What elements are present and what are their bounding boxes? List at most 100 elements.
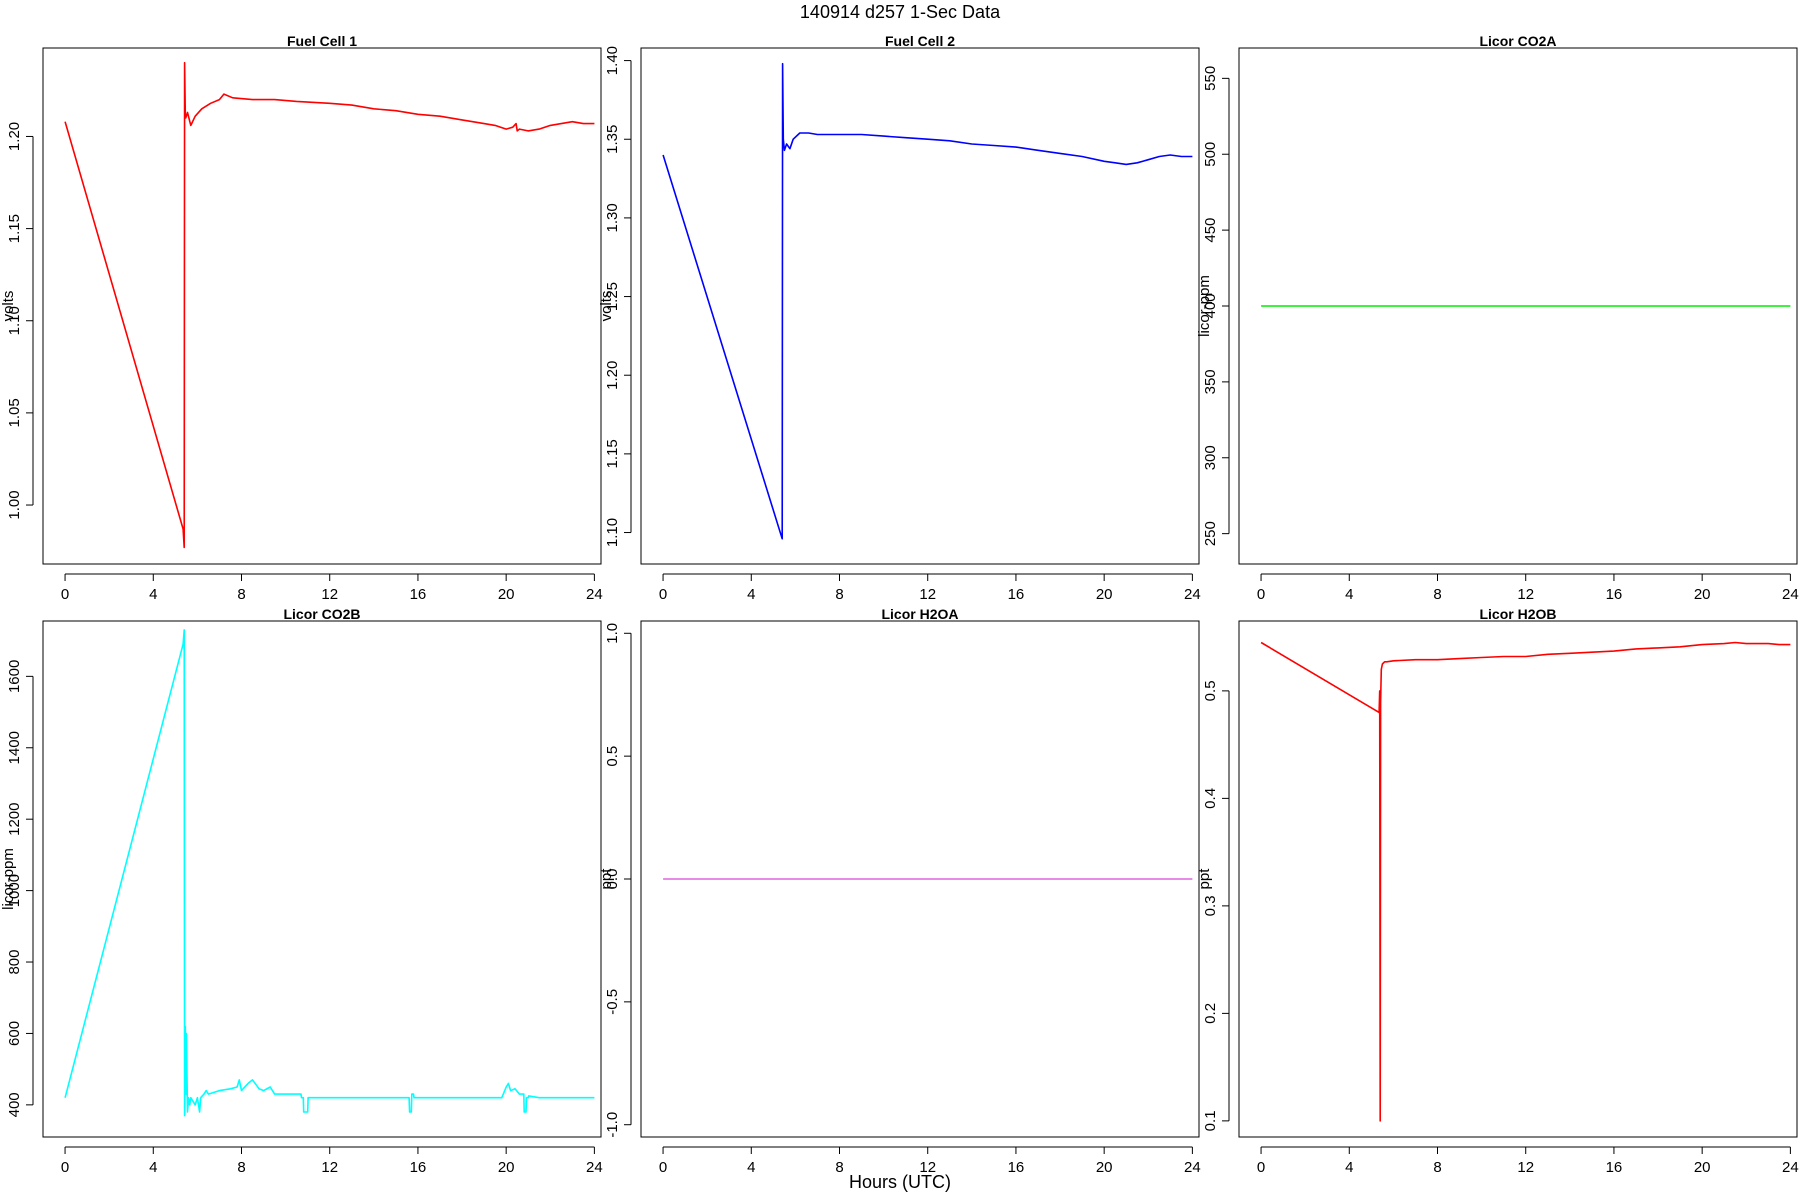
- y-tick-label: 0.5: [1202, 680, 1219, 701]
- y-tick-label: 1.20: [604, 361, 621, 390]
- y-tick-label: 800: [6, 950, 23, 975]
- y-tick-label: 400: [1202, 293, 1219, 318]
- y-axis-label: ppt: [598, 868, 615, 890]
- x-tick-label: 24: [586, 1159, 603, 1176]
- x-tick-label: 12: [1517, 586, 1534, 603]
- x-tick-label: 24: [1184, 1159, 1201, 1176]
- x-tick-label: 20: [1096, 586, 1113, 603]
- y-tick-label: 250: [1202, 521, 1219, 546]
- y-axis-label: volts: [598, 291, 615, 322]
- y-tick-label: 1.25: [604, 282, 621, 311]
- x-tick-label: 8: [237, 586, 245, 603]
- y-tick-label: 0.1: [1202, 1110, 1219, 1131]
- y-tick-label: -1.0: [604, 1112, 621, 1138]
- x-tick-label: 12: [919, 1159, 936, 1176]
- x-tick-label: 16: [1008, 1159, 1025, 1176]
- x-tick-label: 20: [498, 1159, 515, 1176]
- y-tick-label: 1600: [6, 660, 23, 693]
- x-tick-label: 0: [61, 1159, 69, 1176]
- y-tick-label: 1.10: [6, 306, 23, 335]
- y-axis-label: licor-ppm: [1196, 275, 1213, 337]
- x-tick-label: 24: [1782, 1159, 1799, 1176]
- x-tick-label: 0: [659, 1159, 667, 1176]
- panel-title: Fuel Cell 1: [287, 33, 357, 49]
- panels: Fuel Cell 1 0 4 8 12 16 20 24 1.0 0 1.05 1.10 1.15 1.…: [0, 33, 1799, 1176]
- x-tick-label: 24: [586, 586, 603, 603]
- x-tick-label: 4: [149, 1159, 157, 1176]
- panel-3: Licor CO2A 0 4 8 12 16 20 24 250 300 350 400 450 500 5…: [1196, 33, 1799, 603]
- x-tick-label: 4: [747, 1159, 755, 1176]
- x-tick-label: 4: [1345, 586, 1353, 603]
- y-tick-label: 1.40: [604, 46, 621, 75]
- series-line: [64, 61, 595, 549]
- panel-6: Licor H2OB 0 4 8 12 16 20 24 0.1 0.2 0.3 0.4 0.5 ppt: [1196, 606, 1799, 1176]
- x-tick-label: 16: [1606, 586, 1623, 603]
- x-tick-label: 12: [1517, 1159, 1534, 1176]
- panel-title: Licor H2OA: [881, 606, 958, 622]
- x-tick-label: 4: [1345, 1159, 1353, 1176]
- x-tick-label: 12: [321, 586, 338, 603]
- x-tick-label: 0: [1257, 1159, 1265, 1176]
- y-tick-label: 0.3: [1202, 895, 1219, 916]
- y-tick-label: 0.0: [604, 869, 621, 890]
- panel-1: Fuel Cell 1 0 4 8 12 16 20 24 1.00 1.05 1.10 1.15 1.…: [0, 33, 603, 603]
- x-tick-label: 8: [237, 1159, 245, 1176]
- y-tick-label: 1.20: [6, 122, 23, 151]
- y-tick-label: 1.0: [604, 623, 621, 644]
- y-tick-label: 1000: [6, 874, 23, 907]
- series-line: [1260, 641, 1791, 1122]
- panel-title: Licor H2OB: [1479, 606, 1556, 622]
- figure-title: 140914 d257 1-Sec Data: [800, 2, 1001, 22]
- y-tick-label: -0.5: [604, 989, 621, 1015]
- x-tick-label: 24: [1184, 586, 1201, 603]
- x-tick-label: 8: [835, 586, 843, 603]
- x-tick-label: 8: [1433, 586, 1441, 603]
- x-tick-label: 8: [835, 1159, 843, 1176]
- series-line: [64, 629, 595, 1117]
- plot-frame: [1238, 620, 1798, 1138]
- x-tick-label: 24: [1782, 586, 1799, 603]
- x-tick-label: 0: [1257, 586, 1265, 603]
- y-axis-label: licor-ppm: [0, 848, 17, 910]
- plot-frame: [42, 620, 602, 1138]
- y-tick-label: 0.5: [604, 746, 621, 767]
- x-tick-label: 12: [919, 586, 936, 603]
- plot-frame: [42, 47, 602, 565]
- plot-frame: [1238, 47, 1798, 565]
- x-tick-label: 20: [1694, 586, 1711, 603]
- y-tick-label: 1.10: [604, 518, 621, 547]
- x-tick-label: 20: [498, 586, 515, 603]
- y-tick-label: 1.35: [604, 125, 621, 154]
- series-line: [662, 62, 1193, 540]
- x-tick-label: 0: [659, 586, 667, 603]
- y-tick-label: 1.15: [604, 439, 621, 468]
- y-tick-label: 450: [1202, 218, 1219, 243]
- x-tick-label: 4: [747, 586, 755, 603]
- y-tick-label: 0.4: [1202, 788, 1219, 809]
- x-tick-label: 4: [149, 586, 157, 603]
- x-tick-label: 16: [1606, 1159, 1623, 1176]
- y-tick-label: 550: [1202, 66, 1219, 91]
- panel-5: Licor H2OA 0 4 8 12 16 20 24 -1.0 -0.5 0.0 0.5 1.0 pp…: [598, 606, 1201, 1176]
- x-tick-label: 0: [61, 586, 69, 603]
- y-tick-label: 500: [1202, 142, 1219, 167]
- panel-4: Licor CO2B 0 4 8 12 16 20 24 400 600 800 1000 1200 14…: [0, 606, 603, 1176]
- plot-frame: [640, 620, 1200, 1138]
- y-tick-label: 400: [6, 1092, 23, 1117]
- x-tick-label: 16: [1008, 586, 1025, 603]
- y-tick-label: 0.2: [1202, 1003, 1219, 1024]
- y-axis-label: ppt: [1196, 868, 1213, 890]
- y-tick-label: 350: [1202, 369, 1219, 394]
- panel-title: Licor CO2A: [1479, 33, 1556, 49]
- x-tick-label: 16: [410, 586, 427, 603]
- y-tick-label: 300: [1202, 445, 1219, 470]
- y-tick-label: 1.05: [6, 398, 23, 427]
- panel-2: Fuel Cell 2 0 4 8 12 16 20 24 1.10 1.15 1.20 1.25 1.…: [598, 33, 1201, 603]
- y-tick-label: 1400: [6, 731, 23, 764]
- panel-title: Fuel Cell 2: [885, 33, 955, 49]
- panel-title: Licor CO2B: [283, 606, 360, 622]
- y-tick-label: 1.30: [604, 203, 621, 232]
- x-tick-label: 12: [321, 1159, 338, 1176]
